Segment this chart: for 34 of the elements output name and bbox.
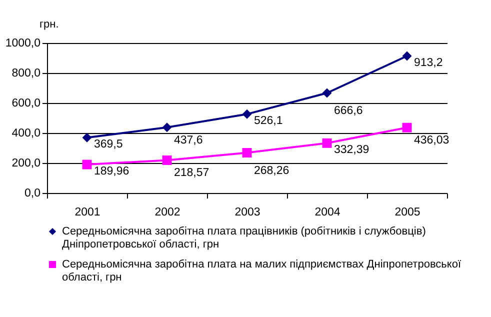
point <box>162 122 172 132</box>
data-label: 666,6 <box>334 105 363 118</box>
data-label: 913,2 <box>414 57 443 70</box>
data-label: 436,03 <box>414 134 450 147</box>
point <box>82 132 92 142</box>
data-label: 369,5 <box>94 138 123 151</box>
y-tick-label: 200,0 <box>12 158 40 170</box>
data-label: 189,96 <box>94 166 130 178</box>
y-tick-label: 600,0 <box>12 98 40 110</box>
data-label: 268,26 <box>254 164 290 177</box>
legend-label: Середньомісячна заробітна плата на малих підприємствах Дніпропетровської області, грн <box>62 258 462 284</box>
x-tick-label: 2005 <box>394 206 420 218</box>
point <box>242 148 252 158</box>
data-label: 218,57 <box>174 167 210 180</box>
legend-label: Середньомісячна заробітна плата працівників (робітників і службовців) Дніпропетровської області, грн <box>62 226 426 250</box>
y-tick-label: 800,0 <box>12 68 40 80</box>
point <box>82 160 92 170</box>
x-tick-label: 2002 <box>154 206 180 218</box>
point <box>402 122 412 132</box>
data-label: 526,1 <box>254 115 283 128</box>
point <box>402 51 412 61</box>
x-tick-label: 2001 <box>74 206 100 218</box>
data-label: 332,39 <box>334 144 370 156</box>
point <box>242 109 252 119</box>
y-tick-label: 0,0 <box>24 188 40 200</box>
x-tick-label: 2003 <box>234 206 260 218</box>
data-label: 437,6 <box>174 134 203 146</box>
point <box>162 155 172 165</box>
point <box>322 88 332 98</box>
y-tick-label: 400,0 <box>12 128 40 140</box>
y-axis-title: грн. <box>40 18 59 30</box>
x-tick-label: 2004 <box>314 206 341 218</box>
y-tick-label: 1000,0 <box>5 38 40 50</box>
point <box>322 138 332 148</box>
